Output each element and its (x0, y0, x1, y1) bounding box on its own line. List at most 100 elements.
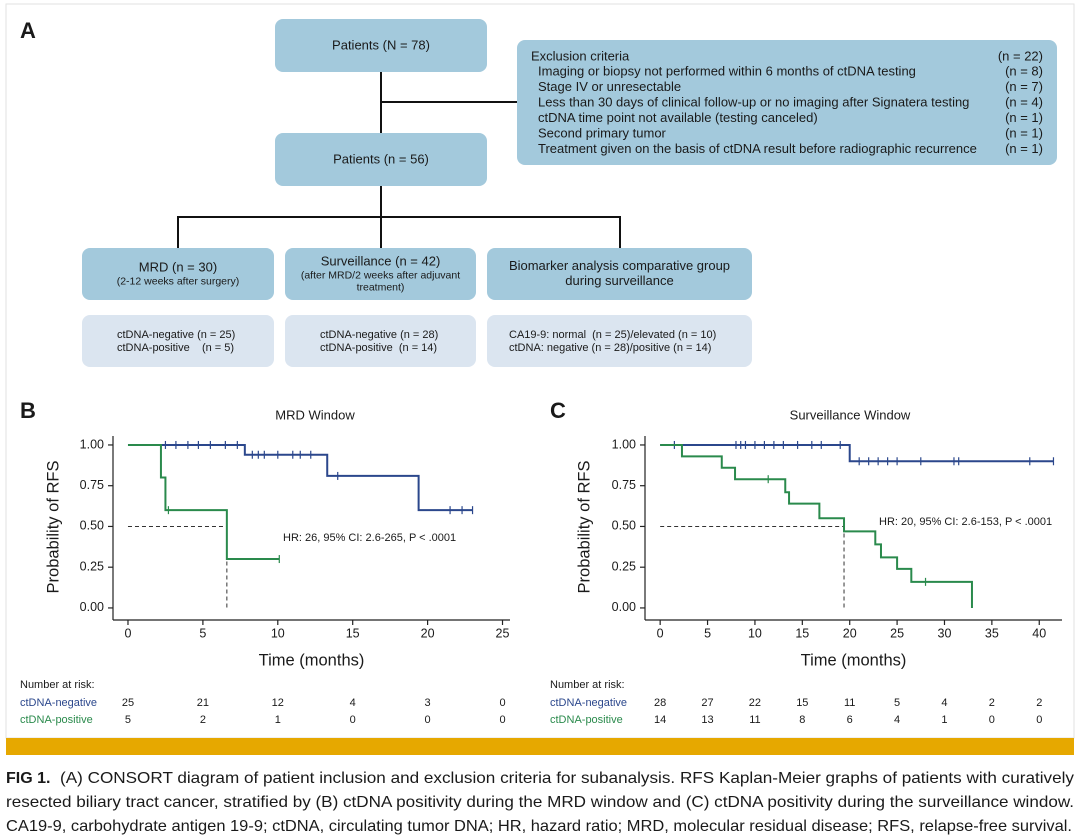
y-tick-label: 0.00 (80, 600, 104, 614)
x-tick-label: 10 (271, 626, 285, 640)
risk-count: 15 (796, 697, 808, 709)
exclusion-item: Less than 30 days of clinical follow-up … (538, 94, 969, 109)
risk-count: 21 (197, 697, 209, 709)
caption-line: CA19-9, carbohydrate antigen 19-9; ctDNA… (6, 818, 1072, 835)
group-detail: CA19-9: normal (n = 25)/elevated (n = 10… (509, 329, 716, 341)
group-title: Surveillance (n = 42) (321, 253, 441, 268)
group-detail: ctDNA: negative (n = 28)/positive (n = 1… (509, 342, 711, 354)
y-tick-label: 0.00 (612, 600, 636, 614)
group-detail: ctDNA-positive (n = 5) (117, 342, 234, 354)
x-tick-label: 0 (657, 626, 664, 640)
risk-row-label: ctDNA-positive (20, 714, 93, 726)
risk-count: 11 (844, 697, 855, 709)
risk-count: 0 (499, 697, 505, 709)
y-tick-label: 1.00 (612, 437, 636, 451)
y-tick-label: 0.75 (612, 478, 636, 492)
x-tick-label: 35 (985, 626, 999, 640)
y-tick-label: 0.50 (80, 519, 104, 533)
group-subtitle: (2-12 weeks after surgery) (117, 275, 240, 287)
risk-count: 4 (894, 714, 900, 726)
exclusion-item: Treatment given on the basis of ctDNA re… (538, 141, 977, 156)
risk-count: 27 (701, 697, 713, 709)
y-tick-label: 0.50 (612, 519, 636, 533)
panel-label: C (550, 398, 566, 423)
risk-count: 11 (749, 714, 760, 726)
figure-bar (6, 738, 1074, 755)
y-tick-label: 0.25 (80, 559, 104, 573)
risk-count: 8 (799, 714, 805, 726)
risk-title: Number at risk: (550, 679, 625, 691)
group-detail: ctDNA-negative (n = 25) (117, 329, 235, 341)
survival-curve (660, 443, 973, 608)
risk-row-label: ctDNA-negative (20, 697, 97, 709)
x-tick-label: 30 (938, 626, 952, 640)
box-label: Patients (N = 78) (332, 37, 430, 52)
risk-count: 14 (654, 714, 666, 726)
risk-count: 0 (425, 714, 431, 726)
group-detail: ctDNA-positive (n = 14) (320, 342, 437, 354)
risk-title: Number at risk: (20, 679, 95, 691)
x-tick-label: 15 (795, 626, 809, 640)
group-title: MRD (n = 30) (139, 259, 217, 274)
x-axis-title: Time (months) (801, 651, 907, 669)
y-axis-title: Probability of RFS (44, 461, 62, 594)
flow-box (285, 248, 476, 300)
risk-count: 22 (749, 697, 761, 709)
risk-count: 3 (425, 697, 431, 709)
exclusion-item-count: (n = 7) (1005, 79, 1043, 94)
exclusion-item: Stage IV or unresectable (538, 79, 681, 94)
risk-count: 13 (701, 714, 713, 726)
risk-count: 25 (122, 697, 134, 709)
caption-line: resected biliary tract cancer, stratifie… (6, 794, 1074, 811)
y-tick-label: 1.00 (80, 437, 104, 451)
flow-box (82, 248, 274, 300)
panel-label: A (20, 18, 36, 43)
flow-box (275, 133, 487, 186)
group-detail: ctDNA-negative (n = 28) (320, 329, 438, 341)
panel-label: B (20, 398, 36, 423)
x-axis-title: Time (months) (259, 651, 365, 669)
risk-count: 1 (275, 714, 281, 726)
group-title: Biomarker analysis comparative group (509, 258, 730, 273)
risk-count: 0 (989, 714, 995, 726)
risk-count: 2 (200, 714, 206, 726)
exclusion-item-count: (n = 1) (1005, 125, 1043, 140)
survival-curve (660, 443, 1054, 463)
risk-count: 5 (894, 697, 900, 709)
x-tick-label: 5 (199, 626, 206, 640)
x-tick-label: 10 (748, 626, 762, 640)
risk-count: 28 (654, 697, 666, 709)
exclusion-item-count: (n = 1) (1005, 110, 1043, 125)
exclusion-item-count: (n = 4) (1005, 94, 1043, 109)
box-label: Patients (n = 56) (333, 151, 429, 166)
x-tick-label: 15 (346, 626, 360, 640)
x-tick-label: 25 (890, 626, 904, 640)
survival-curve (127, 443, 473, 512)
exclusion-item: Imaging or biopsy not performed within 6… (538, 63, 916, 78)
risk-count: 4 (350, 697, 356, 709)
risk-count: 0 (499, 714, 505, 726)
caption-line: (A) CONSORT diagram of patient inclusion… (60, 770, 1074, 787)
exclusion-item-count: (n = 1) (1005, 141, 1043, 156)
group-subtitle: treatment) (357, 281, 405, 293)
x-tick-label: 40 (1032, 626, 1046, 640)
risk-count: 0 (1036, 714, 1042, 726)
flow-box (487, 248, 752, 300)
x-tick-label: 20 (421, 626, 435, 640)
risk-count: 1 (941, 714, 947, 726)
risk-count: 0 (350, 714, 356, 726)
risk-count: 2 (989, 697, 995, 709)
caption-label: FIG 1. (6, 770, 50, 787)
risk-count: 12 (272, 697, 284, 709)
survival-curve (127, 443, 280, 561)
flow-box (285, 315, 476, 367)
y-axis-title: Probability of RFS (575, 461, 593, 594)
risk-count: 2 (1036, 697, 1042, 709)
x-tick-label: 0 (125, 626, 132, 640)
flow-box (82, 315, 274, 367)
group-title: during surveillance (565, 273, 673, 288)
exclusion-count: (n = 22) (998, 48, 1043, 63)
risk-count: 6 (847, 714, 853, 726)
annotation: HR: 26, 95% CI: 2.6-265, P < .0001 (283, 532, 456, 544)
